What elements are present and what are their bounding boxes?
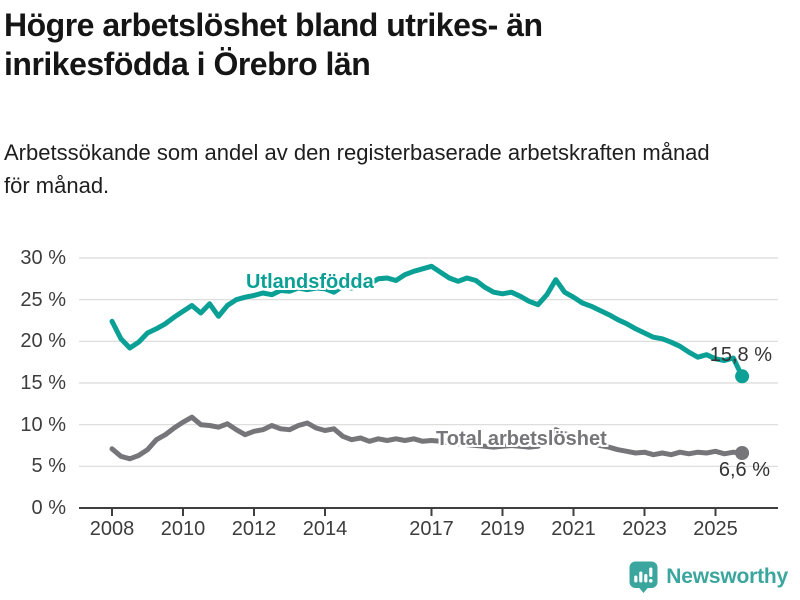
series-label-total-arbetsloshet: Total arbetslöshet: [436, 428, 607, 450]
y-tick-label: 30 %: [20, 247, 66, 269]
series-line-utlandsfodda: [109, 263, 745, 379]
x-tick-label: 2023: [622, 518, 667, 540]
x-tick-label: 2014: [302, 518, 348, 540]
end-value-label-total-arbetsloshet: 6,6 %: [718, 459, 770, 481]
page-title: Högre arbetslöshet bland utrikes- än inr…: [4, 7, 543, 83]
x-tick-label: 2008: [89, 518, 135, 540]
x-tick-label: 2021: [551, 518, 596, 540]
end-value-label-utlandsfodda: 15,8 %: [709, 344, 772, 366]
x-tick-label: 2017: [409, 518, 454, 540]
y-tick-label: 5 %: [31, 455, 66, 478]
x-tick-label: 2010: [160, 518, 206, 540]
y-tick-label: 15 %: [20, 372, 66, 394]
series-end-dot-total-arbetsloshet: [735, 446, 750, 460]
series-end-dot-utlandsfodda: [735, 369, 750, 384]
x-tick-label: 2019: [480, 518, 525, 540]
newsworthy-logo: Newsworthy: [629, 561, 788, 593]
series-line-total-arbetsloshet: [109, 414, 745, 462]
y-tick-label: 25 %: [20, 288, 66, 311]
chart-subtitle: Arbetssökande som andel av den registerb…: [4, 140, 710, 198]
y-tick-label: 20 %: [20, 330, 66, 353]
x-tick-label: 2025: [693, 518, 738, 540]
newsworthy-brand-text: Newsworthy: [666, 565, 788, 588]
x-tick-label: 2012: [231, 518, 277, 540]
series-label-utlandsfodda: Utlandsfödda: [246, 271, 374, 293]
y-tick-label: 0 %: [31, 497, 66, 519]
y-tick-label: 10 %: [20, 413, 66, 436]
newsworthy-icon: [629, 561, 658, 593]
